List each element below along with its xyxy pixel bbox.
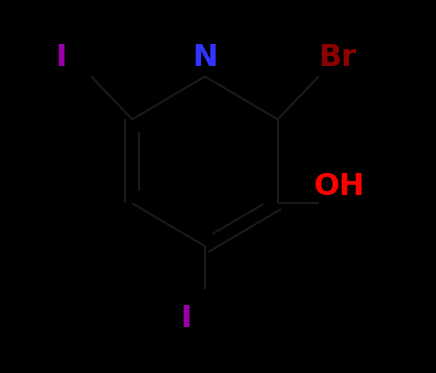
Text: I: I [181, 304, 192, 333]
Text: OH: OH [313, 172, 364, 201]
Text: I: I [56, 43, 67, 72]
Text: N: N [192, 43, 218, 72]
Text: Br: Br [319, 43, 357, 72]
